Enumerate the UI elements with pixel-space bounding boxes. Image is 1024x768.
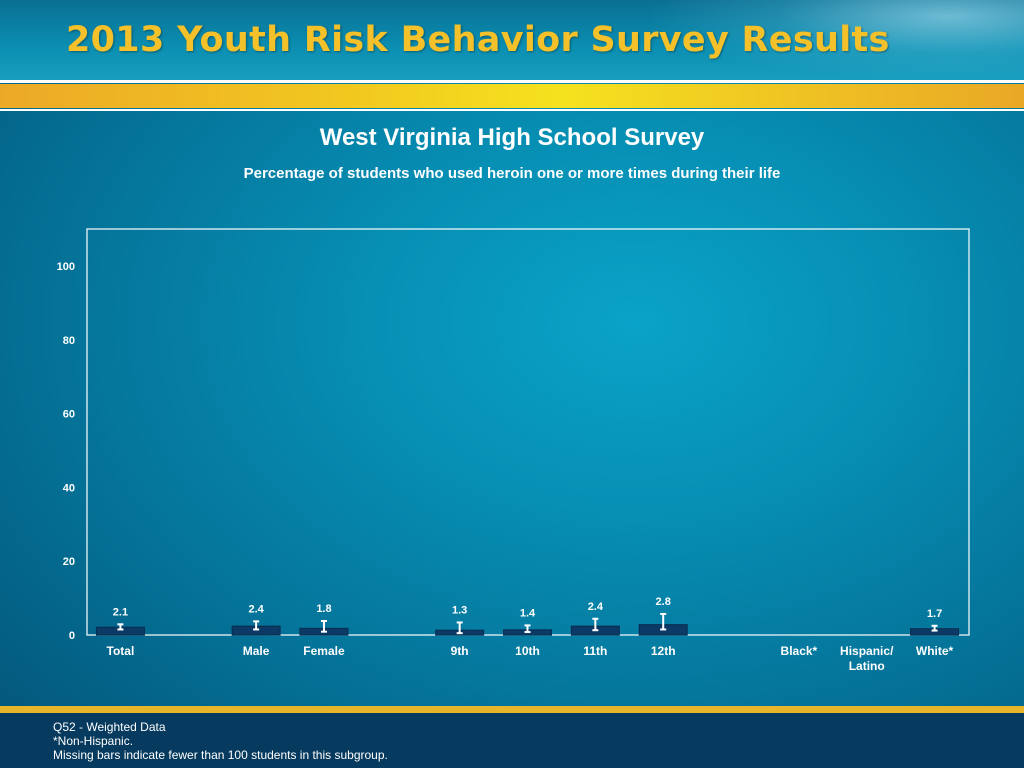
x-category-label: 12th <box>651 644 676 658</box>
x-category-label-line: Hispanic/ <box>840 644 894 658</box>
footer: Q52 - Weighted Data *Non-Hispanic. Missi… <box>0 706 1024 768</box>
x-category-label-line: Latino <box>849 659 885 673</box>
data-label: 2.1 <box>113 606 128 618</box>
x-category-label: Female <box>303 644 345 658</box>
x-category-label: Black* <box>781 644 818 658</box>
y-tick-label: 80 <box>63 335 75 347</box>
data-label: 1.8 <box>316 603 331 615</box>
x-category-label: White* <box>916 644 954 658</box>
chart-subtitle: Percentage of students who used heroin o… <box>243 165 781 182</box>
footer-question: Q52 - Weighted Data <box>53 720 166 734</box>
chart-title: West Virginia High School Survey <box>319 124 705 151</box>
y-tick-label: 100 <box>57 261 75 273</box>
x-category-label: 9th <box>451 644 469 658</box>
y-tick-label: 40 <box>63 482 75 494</box>
footer-notes: Q52 - Weighted Data *Non-Hispanic. Missi… <box>53 720 388 762</box>
x-category-label: Male <box>243 644 270 658</box>
x-category-label: Hispanic/Latino <box>840 644 894 673</box>
header-gold-band <box>0 84 1024 108</box>
y-tick-label: 60 <box>63 409 75 421</box>
x-category-label: 10th <box>515 644 540 658</box>
data-label: 2.4 <box>248 603 264 615</box>
y-tick-label: 20 <box>63 556 75 568</box>
y-tick-label: 0 <box>69 630 75 642</box>
data-label: 2.8 <box>656 596 671 608</box>
header-divider-top <box>0 80 1024 83</box>
footer-note-missing-bars: Missing bars indicate fewer than 100 stu… <box>53 748 388 762</box>
plot-area-frame <box>86 228 970 636</box>
x-category-label: 11th <box>583 644 607 658</box>
header-divider-bottom <box>0 109 1024 111</box>
footer-gold-band <box>0 706 1024 713</box>
header-glow <box>644 0 1024 82</box>
bar-chart: 0 20 40 60 80 100 Total 2.1 Male 2.4 Female 1.8 9th 1… <box>57 228 970 673</box>
x-category-label: Total <box>107 644 135 658</box>
data-label: 1.3 <box>452 604 467 616</box>
data-label: 2.4 <box>588 601 604 613</box>
data-label: 1.7 <box>927 608 942 620</box>
page-title: 2013 Youth Risk Behavior Survey Results <box>66 20 890 60</box>
header-banner: 2013 Youth Risk Behavior Survey Results <box>0 0 1024 82</box>
data-label: 1.4 <box>520 607 536 619</box>
footer-note-nonhispanic: *Non-Hispanic. <box>53 734 134 748</box>
